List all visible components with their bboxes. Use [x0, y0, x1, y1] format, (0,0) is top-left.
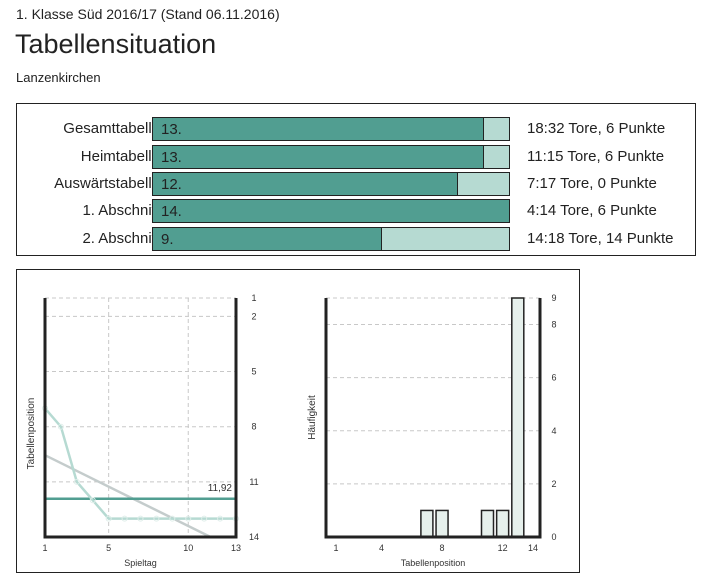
bar-chart-x-label: Tabellenposition	[401, 558, 466, 568]
trend-line	[44, 454, 212, 539]
line-chart-y-label: Tabellenposition	[26, 398, 37, 470]
histogram-bar	[480, 509, 495, 538]
bar-chart-y-tick: 2	[551, 479, 556, 489]
position-point	[57, 423, 64, 430]
position-bar: 12.	[152, 172, 510, 196]
position-point	[121, 515, 128, 522]
bar-chart-y-tick: 6	[551, 373, 556, 383]
position-point	[169, 515, 176, 522]
histogram-bar	[495, 509, 510, 538]
position-label: 13.	[161, 149, 182, 166]
position-point	[137, 515, 144, 522]
line-chart-x-label: Spieltag	[124, 558, 157, 568]
bar-chart-y-tick: 9	[551, 293, 556, 303]
table-summary: Gesamttabelle 13. 18:32 Tore, 6 Punkte Heim…	[16, 103, 696, 256]
summary-row-label: Auswärtstabelle	[54, 175, 160, 192]
line-chart-y-tick: 8	[251, 422, 256, 432]
histogram-bar	[511, 297, 525, 538]
position-point	[185, 515, 192, 522]
summary-row-label: 2. Abschnitt	[82, 230, 160, 247]
position-line	[44, 407, 236, 520]
bar-chart-x-tick: 8	[440, 543, 445, 553]
summary-row-label: 1. Abschnitt	[82, 202, 160, 219]
line-chart-y-tick: 5	[251, 367, 256, 377]
position-point	[153, 515, 160, 522]
position-point	[217, 515, 224, 522]
bar-chart-y-tick: 0	[551, 532, 556, 542]
summary-row-stats: 4:14 Tore, 6 Punkte	[527, 202, 657, 219]
bar-chart-y-label: Häufigkeit	[307, 395, 318, 440]
summary-row: Gesamttabelle 13. 18:32 Tore, 6 Punkte	[17, 117, 697, 141]
summary-row-stats: 7:17 Tore, 0 Punkte	[527, 175, 657, 192]
line-chart-y-tick: 14	[249, 532, 259, 542]
position-bar: 14.	[152, 199, 510, 223]
position-bar-fill	[153, 146, 484, 168]
histogram-bar	[435, 509, 449, 538]
bar-chart-x-tick: 14	[528, 543, 538, 553]
average-label: 11,92	[208, 483, 233, 494]
line-chart-y-tick: 1	[251, 293, 256, 303]
position-bar: 13.	[152, 117, 510, 141]
line-chart-x-tick: 13	[231, 543, 241, 553]
summary-row-stats: 14:18 Tore, 14 Punkte	[527, 230, 674, 247]
histogram-bar	[420, 509, 434, 538]
line-chart-y-tick: 11	[249, 477, 258, 487]
line-chart-x-tick: 5	[106, 543, 111, 553]
summary-row-label: Heimtabelle	[80, 148, 160, 165]
position-bar-fill	[153, 228, 382, 250]
position-bar: 9.	[152, 227, 510, 251]
summary-row: Heimtabelle 13. 11:15 Tore, 6 Punkte	[17, 145, 697, 169]
line-chart-x-tick: 10	[183, 543, 193, 553]
position-label: 12.	[161, 176, 182, 193]
line-chart-y-tick: 2	[251, 311, 256, 321]
bar-chart-x-tick: 12	[498, 543, 508, 553]
position-bar-fill	[153, 200, 509, 222]
position-bar-fill	[153, 118, 484, 140]
position-bar-fill	[153, 173, 459, 195]
summary-row: Auswärtstabelle 12. 7:17 Tore, 0 Punkte	[17, 172, 697, 196]
summary-row-label: Gesamttabelle	[63, 120, 160, 137]
position-point	[89, 497, 96, 504]
summary-row-stats: 11:15 Tore, 6 Punkte	[527, 148, 665, 165]
bar-chart-y-tick: 4	[551, 426, 556, 436]
charts-svg: 11,921 5 10 1312581114SpieltagTabellenposit…	[26, 293, 557, 568]
position-bar: 13.	[152, 145, 510, 169]
bar-chart-x-tick: 4	[379, 543, 384, 553]
position-point	[105, 515, 112, 522]
position-point	[201, 515, 208, 522]
bar-chart-x-tick: 1	[333, 543, 338, 553]
charts-panel: 11,92 1 5 10 13 1 2 5 8 11 14 Spieltag Tabellenposit…	[16, 269, 580, 573]
page-title: Tabellensituation	[15, 29, 217, 59]
position-label: 13.	[161, 121, 182, 138]
team-name: Lanzenkirchen	[16, 70, 101, 85]
position-label: 9.	[161, 231, 174, 248]
position-label: 14.	[161, 203, 182, 220]
league-subtitle: 1. Klasse Süd 2016/17 (Stand 06.11.2016)	[16, 6, 280, 22]
summary-row-stats: 18:32 Tore, 6 Punkte	[527, 120, 666, 137]
line-chart-x-tick: 1	[42, 543, 47, 553]
bar-chart-y-tick: 8	[551, 320, 556, 330]
position-point	[73, 478, 80, 485]
summary-row: 1. Abschnitt 14. 4:14 Tore, 6 Punkte	[17, 199, 697, 223]
summary-row: 2. Abschnitt 9. 14:18 Tore, 14 Punkte	[17, 227, 697, 251]
